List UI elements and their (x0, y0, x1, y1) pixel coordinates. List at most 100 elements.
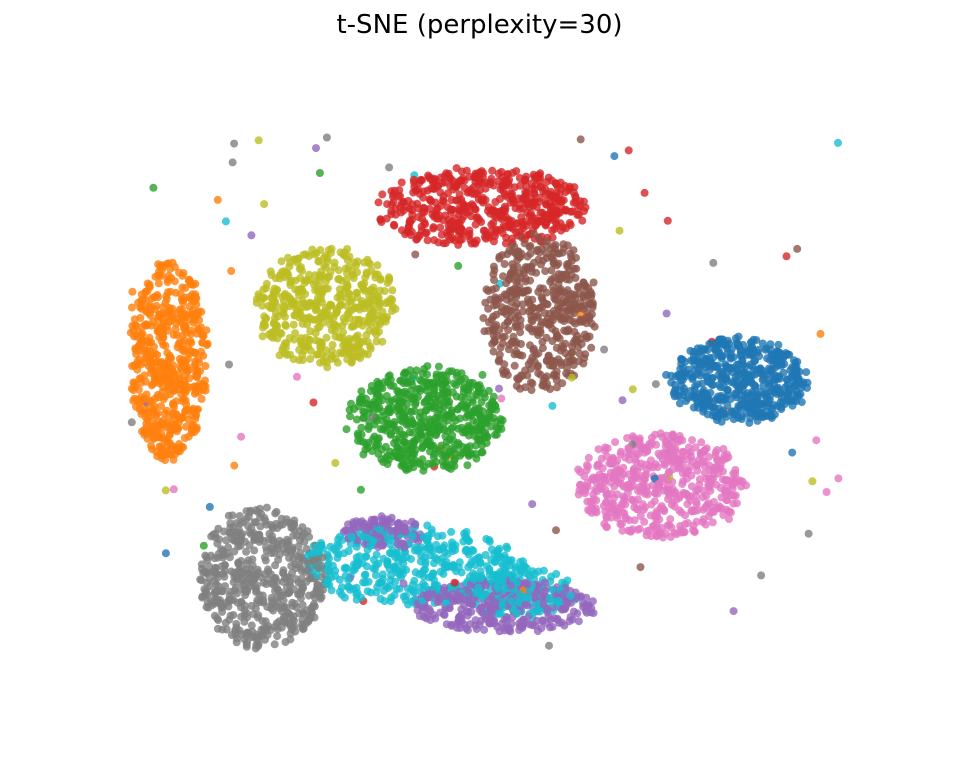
scatter-point (213, 574, 222, 582)
scatter-point (173, 343, 182, 352)
scatter-point (331, 459, 340, 467)
scatter-point (581, 287, 590, 296)
scatter-point (649, 463, 657, 472)
scatter-point (384, 372, 393, 381)
scatter-point (357, 423, 366, 432)
scatter-point (353, 331, 362, 340)
scatter-point (504, 345, 513, 354)
scatter-point (445, 604, 453, 613)
scatter-point (616, 479, 625, 488)
scatter-point (538, 616, 547, 625)
scatter-point (398, 430, 407, 439)
scatter-point (194, 388, 203, 397)
scatter-point (146, 403, 154, 412)
scatter-point (834, 474, 843, 483)
scatter-point (522, 172, 531, 181)
scatter-point (489, 347, 498, 356)
scatter-point (536, 182, 545, 191)
scatter-point (450, 462, 459, 471)
scatter-point (411, 400, 420, 409)
scatter-point (462, 208, 471, 217)
scatter-point (642, 487, 651, 496)
scatter-point (445, 219, 454, 228)
scatter-point (327, 586, 336, 595)
scatter-point (751, 383, 760, 392)
scatter-point (714, 350, 723, 359)
scatter-point (305, 574, 314, 583)
scatter-point (306, 355, 315, 363)
scatter-point (488, 398, 497, 407)
scatter-point (490, 337, 499, 346)
scatter-point (236, 519, 245, 528)
scatter-point (501, 239, 510, 248)
scatter-point (759, 382, 768, 390)
scatter-point (527, 216, 536, 225)
scatter-point (681, 511, 690, 520)
scatter-point (369, 555, 378, 564)
scatter-point (422, 614, 431, 623)
scatter-point (291, 560, 300, 569)
scatter-point (242, 629, 251, 638)
scatter-point (549, 242, 558, 251)
scatter-point (712, 416, 721, 425)
scatter-point (602, 498, 611, 507)
scatter-point (288, 545, 297, 554)
scatter-point (487, 405, 496, 414)
scatter-point (333, 358, 342, 367)
scatter-point (281, 322, 290, 330)
scatter-point (543, 379, 551, 388)
scatter-point (279, 596, 288, 605)
scatter-point (478, 420, 487, 428)
scatter-point (374, 198, 383, 207)
scatter-point (624, 449, 633, 458)
scatter-point (344, 576, 353, 585)
scatter-point (568, 207, 577, 216)
scatter-point (380, 586, 388, 595)
scatter-point (328, 561, 337, 570)
scatter-point (414, 231, 423, 240)
scatter-point (254, 136, 263, 145)
scatter-point (715, 502, 724, 511)
scatter-point (742, 348, 751, 357)
scatter-point (693, 506, 702, 515)
scatter-point (691, 443, 700, 452)
scatter-point (615, 226, 624, 235)
scatter-point (436, 223, 445, 232)
scatter-point (471, 220, 480, 229)
scatter-point (623, 434, 632, 442)
scatter-point (482, 234, 490, 243)
scatter-point (556, 287, 565, 296)
scatter-point (456, 414, 464, 423)
scatter-point (243, 638, 252, 647)
scatter-point (384, 378, 392, 387)
scatter-point (722, 490, 731, 499)
scatter-point (703, 377, 712, 386)
scatter-point (480, 393, 489, 402)
scatter-point (221, 582, 229, 591)
scatter-point (391, 210, 400, 219)
scatter-point (499, 272, 507, 281)
scatter-point (723, 386, 732, 394)
scatter-point (530, 593, 539, 602)
scatter-point (373, 404, 382, 413)
scatter-point (408, 210, 417, 219)
scatter-point (383, 559, 392, 568)
scatter-point (293, 372, 301, 381)
scatter-point (326, 542, 335, 551)
scatter-point (471, 239, 480, 248)
scatter-point (671, 380, 680, 389)
scatter-point (485, 537, 494, 546)
scatter-point (314, 287, 323, 296)
scatter-point (372, 416, 381, 425)
scatter-point (509, 263, 518, 272)
scatter-point (396, 416, 405, 424)
scatter-point (352, 261, 361, 270)
scatter-point (429, 223, 438, 232)
scatter-point (624, 146, 633, 155)
scatter-point (578, 216, 587, 225)
scatter-point (266, 332, 275, 341)
scatter-point (161, 549, 170, 558)
scatter-point (488, 166, 497, 175)
scatter-point (562, 224, 570, 233)
scatter-point (250, 546, 259, 555)
